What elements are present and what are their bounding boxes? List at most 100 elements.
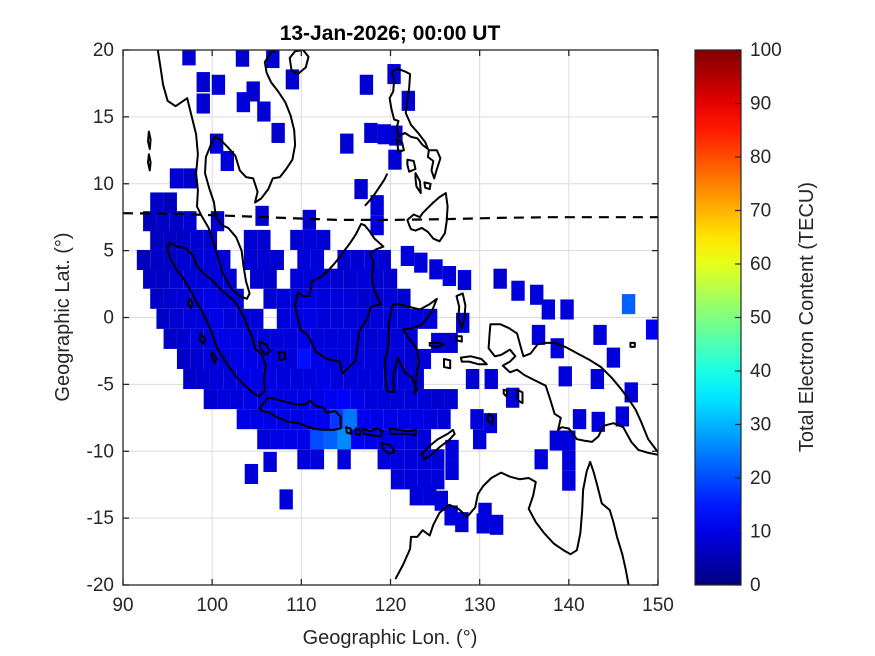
tec-tile [196,268,210,289]
tec-tile [470,409,484,430]
colorbar-tick-label: 80 [750,147,771,168]
coastline-bohol [423,181,432,191]
tec-tile [156,211,170,232]
tec-tile [423,308,438,329]
tec-tile [316,409,331,430]
tec-tile [263,368,277,390]
tec-tile [316,288,331,309]
tec-tile [263,451,277,472]
tec-tile [383,409,398,430]
tec-tile [337,449,351,470]
tec-tile [590,368,605,390]
tec-tile [357,409,371,430]
tec-tile [290,308,304,329]
tec-tile [220,150,235,172]
tec-tile [534,449,548,470]
tec-tile [257,101,271,122]
tec-tile [182,50,196,66]
coastline-andaman-north [147,130,152,150]
tec-tile [257,229,271,250]
y-tick-label: 10 [93,174,114,195]
coastline-timor [420,428,456,461]
tec-tile [530,284,544,305]
tec-tile [209,368,224,390]
tec-tile [591,411,605,432]
tec-tile [431,469,445,490]
y-tick-label: -5 [97,374,114,395]
tec-tile [163,328,177,349]
tec-tile [377,348,391,369]
tec-tile [203,288,218,309]
tec-tile [404,348,418,369]
tec-tile [196,93,210,114]
tec-tile [364,348,378,369]
colorbar-tick-label: 60 [750,254,771,275]
tec-tile [163,192,177,213]
tec-tile [183,308,197,329]
tec-tile [645,319,658,340]
tec-tile [310,449,325,470]
tec-tile [511,280,525,301]
colorbar-tick-label: 0 [750,575,761,596]
coastline-aru [516,388,524,405]
tec-tile [455,512,469,533]
tec-tile [606,347,621,368]
tec-tile [404,469,418,490]
coastline-java [258,396,342,431]
tec-tile [190,288,204,309]
tec-tile [276,288,291,309]
tec-tile [478,502,492,523]
tec-tile [484,368,498,390]
tec-tile [445,439,459,460]
tec-tile [316,229,331,250]
x-tick-label: 140 [553,595,585,616]
coastline-belitung [278,351,287,362]
tec-tile [444,332,458,353]
tec-tile [350,429,365,450]
coastline-samar-leyte [426,149,442,180]
tec-tile [223,308,237,329]
tec-tile [343,308,358,329]
coastline-sulawesi [384,297,438,395]
tec-tile [243,229,258,250]
tec-tile [276,308,291,329]
tec-tile [562,430,576,451]
tec-tile [183,168,197,189]
tec-tile [357,368,371,390]
tec-tile [350,348,365,369]
coastlines-layer [147,50,658,585]
y-tick-label: -10 [87,441,114,462]
tec-tile [593,324,607,345]
tec-tile [409,485,424,506]
tec-tile [250,368,264,390]
tec-tile [230,389,244,410]
tec-tile [303,409,317,430]
coastline-lombok [354,427,362,437]
coastline-pagai [210,351,218,364]
tec-tile [410,409,424,430]
tec-tile [489,514,504,535]
tec-tile [444,389,458,410]
tec-tile [324,429,338,450]
tec-tile [271,122,285,143]
tec-tile [343,268,358,289]
tec-tile [316,268,331,289]
y-tick-label: -15 [87,508,114,529]
plot-title: 13-Jan-2026; 00:00 UT [280,22,501,45]
colorbar-tick-label: 30 [750,415,771,436]
tec-tile [297,348,311,369]
tec-tile [310,249,325,271]
colorbar-layer: 0 10 20 30 40 50 60 70 80 90 100 [694,40,782,596]
tec-tile [236,409,251,430]
coastline-buru [443,358,452,370]
coastline-mindanao [406,192,449,243]
coastline-hainan [288,50,310,76]
coastline-bangka [258,340,272,356]
tec-tile [203,249,218,271]
tec-tile [279,489,293,510]
tec-tile [302,209,317,230]
coastline-nias [187,297,194,310]
tec-tile [354,179,368,200]
colorbar-tick-label: 50 [750,308,771,329]
